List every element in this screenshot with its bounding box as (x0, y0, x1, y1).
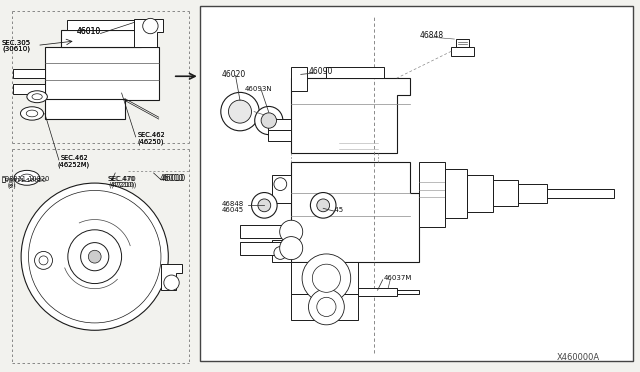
Ellipse shape (308, 289, 344, 325)
Text: (46250): (46250) (138, 138, 164, 145)
Bar (200, 6, 633, 361)
Ellipse shape (302, 254, 351, 302)
Text: 46090: 46090 (309, 67, 333, 76)
Polygon shape (134, 19, 163, 46)
Ellipse shape (14, 170, 40, 185)
Polygon shape (67, 20, 134, 30)
Ellipse shape (274, 178, 287, 190)
Text: 46848: 46848 (222, 201, 244, 207)
Polygon shape (451, 46, 474, 56)
Text: (46252M): (46252M) (58, 161, 90, 168)
Polygon shape (547, 189, 614, 198)
Text: SEC.462: SEC.462 (138, 132, 165, 138)
Ellipse shape (26, 110, 38, 117)
Polygon shape (61, 30, 141, 46)
Polygon shape (397, 290, 419, 294)
Text: SEC.470: SEC.470 (109, 176, 136, 182)
Ellipse shape (39, 256, 48, 265)
Polygon shape (45, 99, 125, 119)
Text: SEC.462: SEC.462 (61, 155, 88, 161)
Ellipse shape (21, 183, 168, 330)
Ellipse shape (143, 18, 158, 34)
Ellipse shape (258, 199, 271, 212)
Polygon shape (272, 175, 291, 203)
Ellipse shape (252, 193, 277, 218)
Text: 46010: 46010 (77, 27, 101, 36)
Polygon shape (240, 225, 291, 238)
Text: 46045: 46045 (322, 207, 344, 213)
Ellipse shape (280, 237, 303, 260)
Ellipse shape (274, 247, 287, 259)
Text: 46020: 46020 (222, 70, 246, 79)
Polygon shape (326, 67, 384, 78)
Polygon shape (358, 288, 397, 296)
Text: ⓝ08911-10820: ⓝ08911-10820 (1, 177, 46, 183)
Text: 46093N: 46093N (244, 86, 272, 92)
Text: 46010: 46010 (161, 174, 186, 183)
Text: (47210): (47210) (111, 182, 137, 188)
Polygon shape (291, 262, 358, 294)
Ellipse shape (81, 243, 109, 271)
Polygon shape (419, 162, 445, 227)
Text: 46010: 46010 (160, 174, 184, 183)
Polygon shape (13, 69, 45, 78)
Ellipse shape (317, 199, 330, 212)
Ellipse shape (164, 275, 179, 291)
Text: SEC.462: SEC.462 (138, 132, 165, 138)
Polygon shape (291, 78, 410, 153)
Text: 46037M: 46037M (384, 275, 412, 281)
Text: SEC.305: SEC.305 (2, 40, 31, 46)
Polygon shape (467, 175, 493, 212)
Ellipse shape (35, 251, 52, 269)
Ellipse shape (312, 264, 340, 292)
Ellipse shape (261, 113, 276, 128)
Text: 46010: 46010 (77, 27, 101, 36)
Polygon shape (161, 264, 182, 290)
Polygon shape (268, 130, 291, 141)
Ellipse shape (27, 91, 47, 103)
Ellipse shape (32, 94, 42, 100)
Ellipse shape (68, 230, 122, 283)
Polygon shape (291, 294, 358, 320)
Text: (30610): (30610) (2, 45, 30, 52)
Text: SEC.462: SEC.462 (61, 155, 88, 161)
Ellipse shape (255, 106, 283, 135)
Ellipse shape (20, 107, 44, 120)
Ellipse shape (20, 174, 33, 182)
Ellipse shape (228, 100, 252, 123)
Text: (2): (2) (8, 183, 17, 189)
Ellipse shape (221, 92, 259, 131)
Ellipse shape (280, 220, 303, 243)
Polygon shape (268, 119, 291, 130)
Polygon shape (445, 169, 467, 218)
Polygon shape (456, 39, 469, 46)
Polygon shape (272, 240, 291, 262)
Text: SEC.305: SEC.305 (2, 40, 31, 46)
Ellipse shape (310, 193, 336, 218)
Polygon shape (493, 180, 518, 206)
Polygon shape (291, 67, 307, 91)
Polygon shape (13, 84, 45, 94)
Text: (46252M): (46252M) (58, 161, 90, 168)
Text: (46250): (46250) (138, 138, 164, 145)
Text: 46045: 46045 (222, 207, 244, 213)
Text: (2): (2) (8, 182, 17, 187)
Text: (47210): (47210) (109, 182, 135, 188)
Text: X460000A: X460000A (557, 353, 600, 362)
Polygon shape (240, 242, 291, 255)
Text: SEC.470: SEC.470 (108, 176, 135, 182)
Ellipse shape (317, 297, 336, 317)
Polygon shape (45, 46, 159, 100)
Text: (30610): (30610) (2, 45, 30, 52)
Text: ⓝ08911-10820: ⓝ08911-10820 (1, 176, 50, 182)
Ellipse shape (88, 250, 101, 263)
Polygon shape (518, 184, 547, 203)
Polygon shape (291, 162, 419, 262)
Text: 46848: 46848 (419, 31, 444, 40)
